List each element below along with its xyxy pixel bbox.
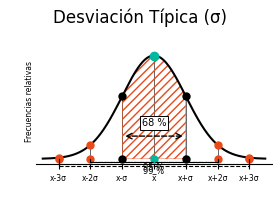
Text: 68 %: 68 %	[142, 118, 166, 128]
Text: 95 %: 95 %	[143, 163, 165, 172]
Text: 99 %: 99 %	[143, 167, 165, 176]
Text: Desviación Típica (σ): Desviación Típica (σ)	[53, 9, 227, 27]
Y-axis label: Frecuencias relativas: Frecuencias relativas	[25, 62, 34, 142]
